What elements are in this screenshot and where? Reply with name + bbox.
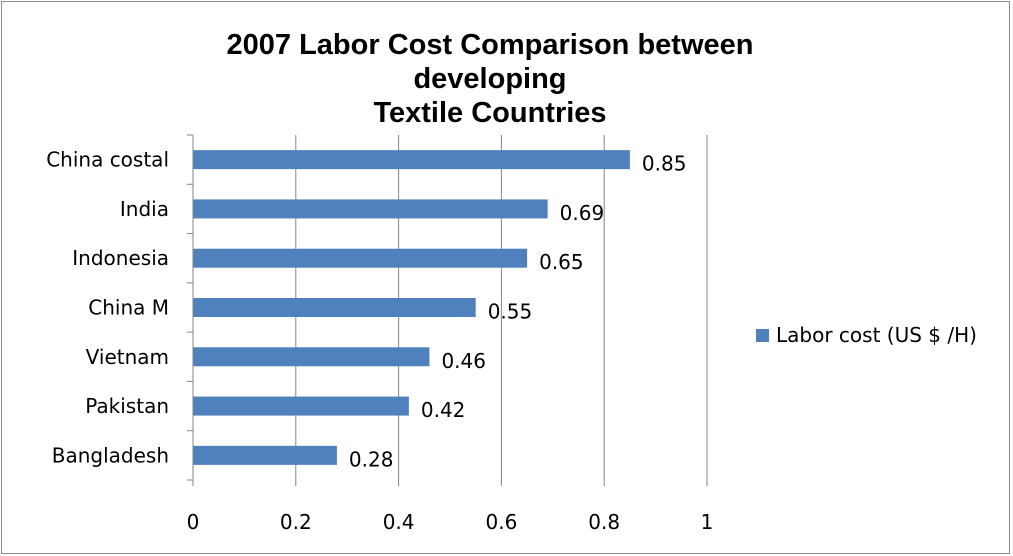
bar bbox=[193, 248, 528, 268]
x-tick-label: 0.2 bbox=[280, 510, 312, 534]
x-tick-label: 0 bbox=[187, 510, 200, 534]
bar bbox=[193, 347, 430, 367]
legend-label: Labor cost (US $ /H) bbox=[776, 323, 977, 347]
legend-swatch bbox=[756, 329, 769, 342]
bar bbox=[193, 298, 476, 317]
axes: 0 0.2 0.4 0.6 0.8 1 China costal India Indonesia… bbox=[46, 134, 714, 534]
data-label: 0.85 bbox=[642, 152, 687, 176]
x-tick-label: 1 bbox=[701, 510, 714, 534]
data-label: 0.69 bbox=[560, 201, 605, 225]
bar bbox=[193, 396, 409, 416]
x-tick-label: 0.6 bbox=[485, 510, 517, 534]
legend: Labor cost (US $ /H) bbox=[756, 323, 977, 347]
chart-title: 2007 Labor Cost Comparison between devel… bbox=[226, 29, 754, 129]
data-label: 0.55 bbox=[488, 300, 533, 324]
data-label: 0.46 bbox=[441, 349, 486, 373]
x-tick-label: 0.8 bbox=[588, 510, 620, 534]
bars: 0.85 0.69 0.65 0.55 0.46 0.42 0.28 bbox=[193, 150, 686, 471]
bar bbox=[193, 150, 630, 170]
category-label: Indonesia bbox=[72, 246, 169, 270]
bar bbox=[193, 199, 548, 219]
category-label: China costal bbox=[46, 148, 169, 172]
category-label: China M bbox=[88, 296, 169, 320]
category-label: Vietnam bbox=[86, 345, 169, 369]
bar bbox=[193, 445, 337, 465]
category-label: India bbox=[120, 197, 169, 221]
data-label: 0.28 bbox=[349, 447, 394, 471]
data-label: 0.42 bbox=[421, 398, 466, 422]
data-label: 0.65 bbox=[539, 250, 584, 274]
category-label: Bangladesh bbox=[52, 443, 169, 467]
x-tick-label: 0.4 bbox=[383, 510, 415, 534]
category-label: Pakistan bbox=[85, 394, 169, 418]
